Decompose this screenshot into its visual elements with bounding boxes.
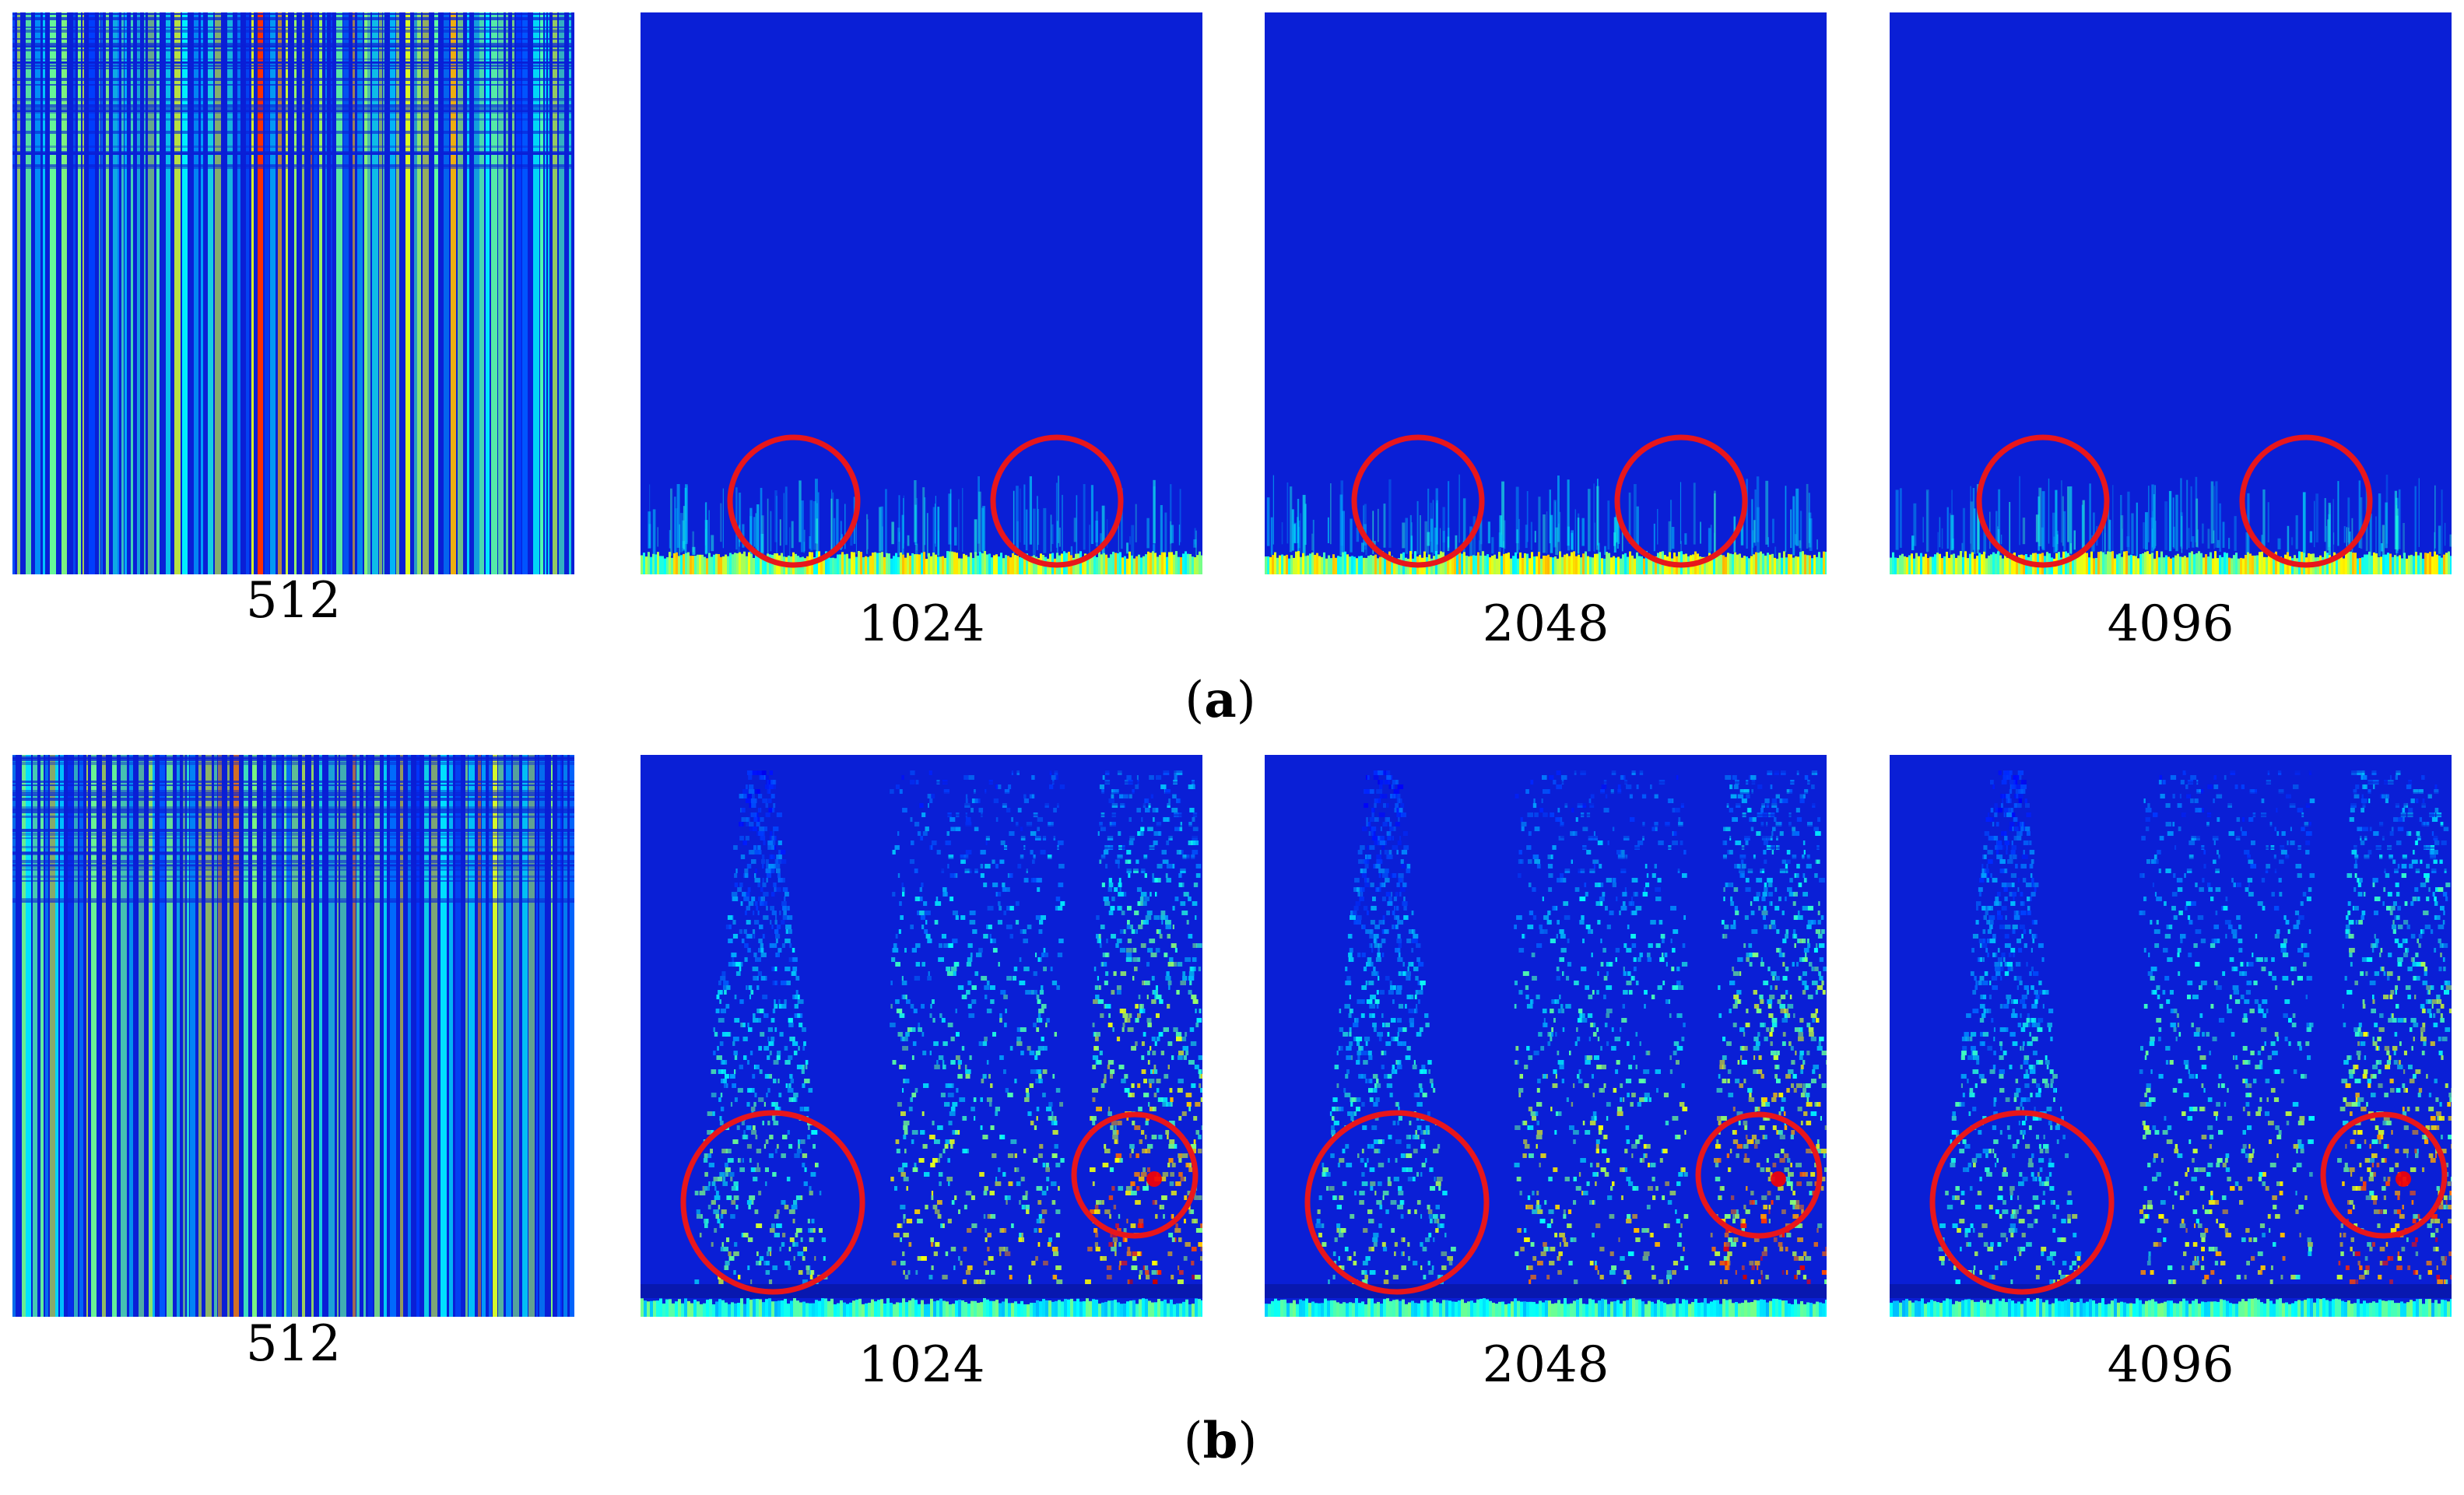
spectrogram-a-1024	[641, 12, 1202, 574]
panel-label: 1024	[858, 595, 985, 653]
panel-label: 4096	[2107, 595, 2234, 653]
spectrogram-image	[1265, 12, 1827, 574]
panel-label: 4096	[2107, 1336, 2234, 1394]
panel-label: 2048	[1482, 595, 1609, 653]
spectrogram-image	[1890, 755, 2452, 1317]
spectrogram-a-4096	[1890, 12, 2452, 574]
spectrogram-image	[12, 12, 574, 574]
spectrogram-image	[12, 755, 574, 1317]
spectrogram-image	[641, 755, 1202, 1317]
panel-label: 512	[245, 572, 342, 630]
caption-letter: a	[1204, 671, 1237, 729]
subfigure-caption-b: (b)	[1183, 1412, 1258, 1470]
panel-label: 2048	[1482, 1336, 1609, 1394]
spectrogram-b-1024	[641, 755, 1202, 1317]
spectrogram-b-2048	[1265, 755, 1827, 1317]
spectrogram-a-512	[12, 12, 574, 574]
spectrogram-a-2048	[1265, 12, 1827, 574]
panel-label: 1024	[858, 1336, 985, 1394]
panel-label: 512	[245, 1315, 342, 1373]
spectrogram-image	[1265, 755, 1827, 1317]
caption-letter: b	[1202, 1412, 1238, 1470]
subfigure-caption-a: (a)	[1185, 671, 1256, 729]
spectrogram-b-512	[12, 755, 574, 1317]
spectrogram-b-4096	[1890, 755, 2452, 1317]
spectrogram-image	[1890, 12, 2452, 574]
spectrogram-image	[641, 12, 1202, 574]
